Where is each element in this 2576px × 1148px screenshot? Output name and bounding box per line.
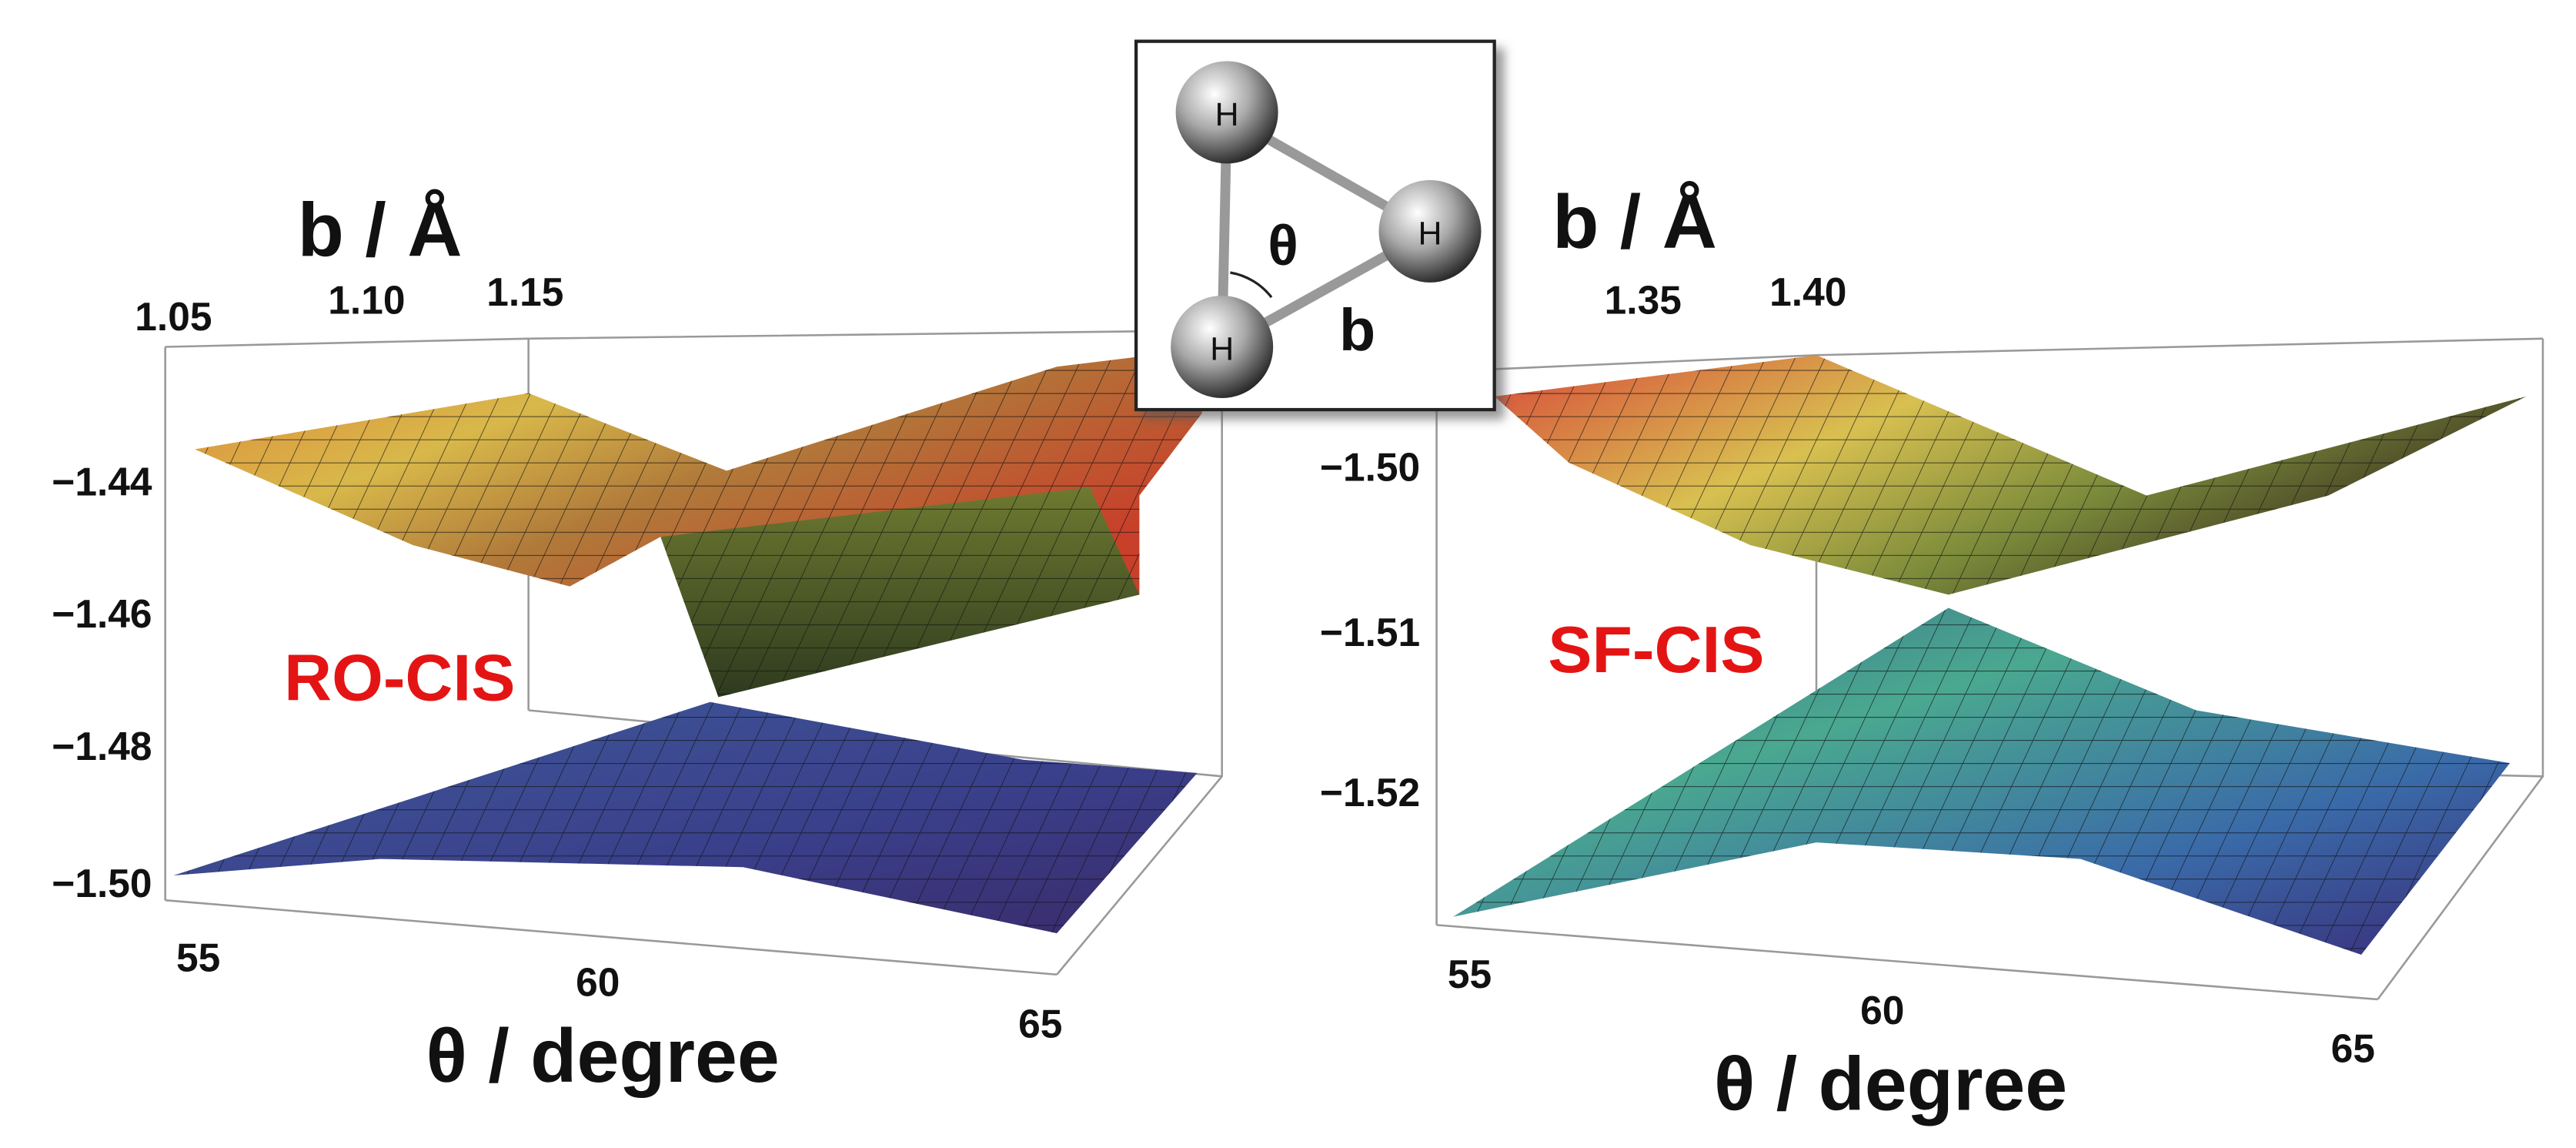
b-tick-label: 1.35: [1605, 278, 1682, 323]
theta-tick-label: 55: [1448, 952, 1492, 996]
right-surfaces: [1453, 355, 2527, 955]
left-panel-labels: b / Å 1.05 1.10 1.15 −1.44 −1.46 −1.48 −…: [52, 188, 1062, 1099]
b-tick-label: 1.10: [328, 278, 405, 323]
energy-tick-label: −1.50: [52, 861, 152, 905]
energy-tick-label: −1.48: [52, 724, 152, 768]
bond-label: b: [1339, 297, 1375, 363]
theta-tick-label: 65: [1018, 1001, 1062, 1046]
mesh: [1494, 355, 2527, 595]
atom-label: H: [1210, 331, 1234, 368]
energy-tick-label: −1.44: [52, 460, 152, 504]
b-axis-title: b / Å: [1552, 179, 1717, 264]
atom-label: H: [1215, 96, 1239, 133]
energy-tick-label: −1.52: [1320, 770, 1420, 815]
theta-tick-label: 60: [576, 960, 620, 1005]
angle-label: θ: [1268, 214, 1298, 276]
b-axis-title: b / Å: [298, 188, 463, 273]
theta-tick-label: 55: [176, 935, 220, 979]
left-surfaces: [173, 350, 1202, 934]
energy-tick-label: −1.50: [1320, 444, 1420, 489]
atom: [1175, 61, 1278, 164]
theta-axis-title: θ / degree: [1714, 1042, 2067, 1126]
angle-arc: [1230, 271, 1273, 299]
molecule-inset: H H H θ b: [1134, 39, 1496, 412]
energy-tick-label: −1.51: [1320, 610, 1420, 654]
energy-tick-label: −1.46: [52, 591, 152, 636]
b-tick-label: 1.05: [135, 294, 212, 339]
atom: [1171, 296, 1274, 399]
mesh: [1453, 607, 2511, 955]
atom-label: H: [1418, 216, 1442, 253]
mesh: [660, 487, 1140, 698]
mesh: [173, 701, 1198, 934]
method-label: RO-CIS: [284, 641, 515, 715]
right-panel-labels: b / Å 1.35 1.40 −1.50 −1.51 −1.52 55 60 …: [1320, 179, 2375, 1126]
atom: [1378, 179, 1482, 283]
b-tick-label: 1.15: [486, 269, 563, 314]
b-tick-label: 1.40: [1769, 269, 1846, 314]
method-label: SF-CIS: [1548, 613, 1764, 687]
theta-tick-label: 65: [2331, 1026, 2375, 1070]
theta-tick-label: 60: [1860, 988, 1904, 1033]
theta-axis-title: θ / degree: [426, 1013, 780, 1098]
